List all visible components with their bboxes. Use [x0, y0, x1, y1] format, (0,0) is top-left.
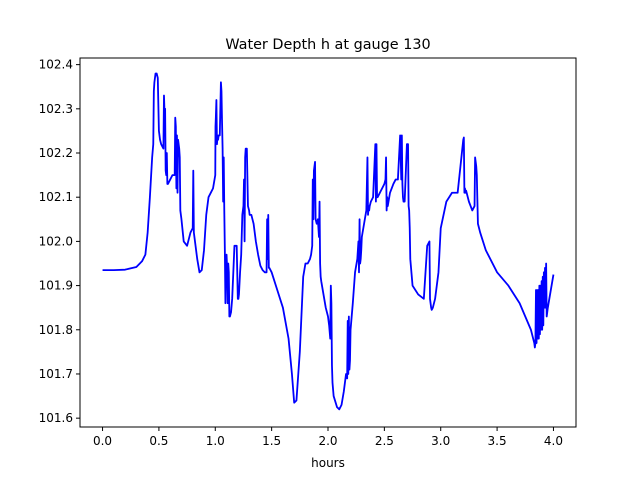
y-tick-label: 101.9 [39, 279, 73, 293]
data-layer [102, 72, 555, 411]
y-tick-label: 101.6 [39, 411, 73, 425]
y-tick-label: 101.8 [39, 323, 73, 337]
x-tick-label: 2.5 [375, 434, 394, 448]
y-tick-label: 101.7 [39, 367, 73, 381]
chart-title: Water Depth h at gauge 130 [225, 37, 430, 53]
x-tick-label: 3.5 [488, 434, 507, 448]
y-tick-label: 102.4 [39, 58, 73, 72]
x-axis-label: hours [311, 456, 345, 470]
y-tick-label: 102.2 [39, 146, 73, 160]
series-line-0 [102, 72, 555, 411]
y-tick-label: 102.1 [39, 190, 73, 204]
x-tick-label: 1.5 [262, 434, 281, 448]
x-tick-label: 1.0 [206, 434, 225, 448]
x-tick-label: 4.0 [544, 434, 563, 448]
y-tick-label: 102.0 [39, 234, 73, 248]
x-tick-label: 3.0 [431, 434, 450, 448]
x-tick-label: 0.5 [149, 434, 168, 448]
y-axis-ticks: 101.6 101.7 101.8 101.9 102.0 102.1 102.2 102.3… [39, 58, 80, 425]
x-tick-label: 2.0 [318, 434, 337, 448]
y-tick-label: 102.3 [39, 102, 73, 116]
x-tick-label: 0.0 [93, 434, 112, 448]
x-axis-ticks: 0.0 0.5 1.0 1.5 2.0 2.5 3.0 3.5 4.0 [93, 427, 563, 448]
